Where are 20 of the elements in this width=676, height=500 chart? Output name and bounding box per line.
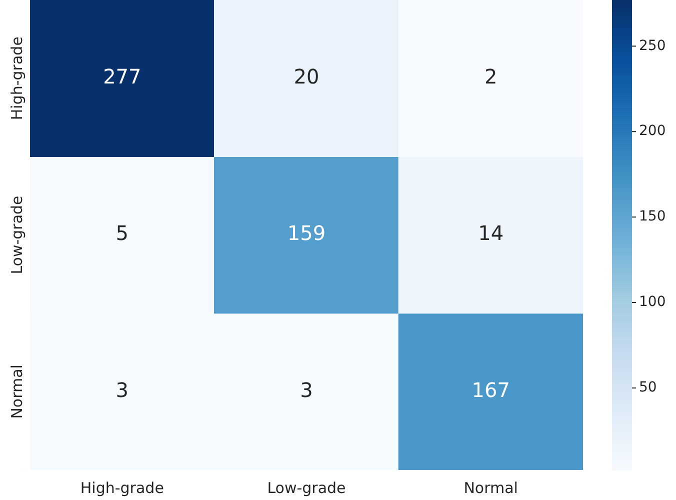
color-bar-label: 200	[639, 123, 666, 140]
data-label: 159	[287, 221, 326, 246]
data-label: 14	[478, 221, 504, 246]
x-tick-label: Low-grade	[267, 478, 346, 497]
x-tick-label: Normal	[464, 478, 518, 497]
data-label: 20	[294, 64, 320, 89]
data-label: 167	[472, 378, 510, 402]
y-tick-label: Low-grade	[8, 196, 26, 274]
color-bar-label: 100	[639, 294, 666, 310]
data-label: 2	[484, 64, 498, 89]
y-tick-label: Normal	[8, 364, 26, 419]
color-bar-label: 50	[639, 380, 657, 396]
color-bar-label: 150	[639, 208, 666, 225]
data-label: 5	[116, 221, 129, 246]
data-label: 3	[300, 378, 313, 402]
data-label: 277	[103, 64, 142, 89]
y-tick-label: High-grade	[8, 36, 26, 120]
x-tick-label: High-grade	[80, 478, 164, 497]
data-label: 3	[116, 378, 129, 402]
color-bar-label: 250	[639, 38, 666, 54]
